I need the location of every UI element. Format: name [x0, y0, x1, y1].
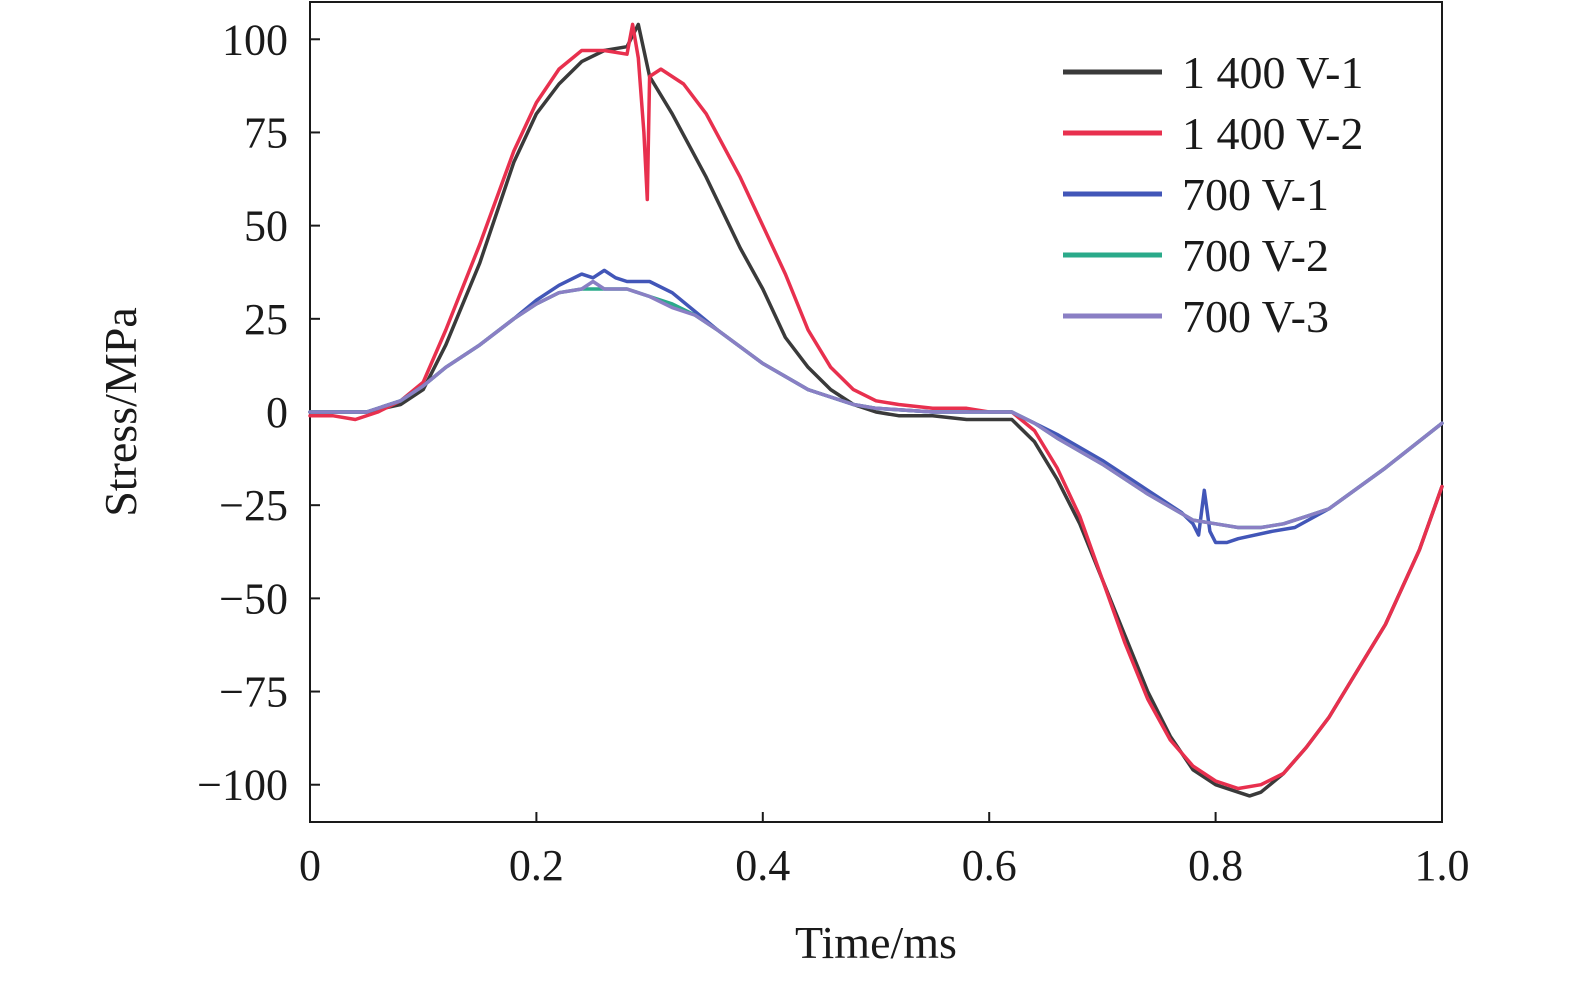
y-tick-label: −25 — [219, 481, 288, 530]
legend-label: 1 400 V-1 — [1182, 47, 1363, 98]
x-tick-label: 1.0 — [1415, 841, 1470, 890]
y-tick-label: 100 — [222, 15, 288, 64]
x-tick-label: 0.2 — [509, 841, 564, 890]
legend-label: 700 V-2 — [1182, 230, 1329, 281]
y-tick-label: 75 — [244, 108, 288, 157]
axis-ticks: 0 0.2 0.4 0.6 0.8 1.0 100 75 50 25 0 −25 −50 −75 −100 — [197, 15, 1469, 890]
legend-label: 700 V-1 — [1182, 169, 1329, 220]
legend-label: 1 400 V-2 — [1182, 108, 1363, 159]
series-layer — [308, 22, 1444, 798]
x-tick-label: 0.8 — [1188, 841, 1243, 890]
x-tick-label: 0.4 — [735, 841, 790, 890]
series-line — [308, 279, 1444, 530]
legend: 1 400 V-1 1 400 V-2 700 V-1 700 V-2 700 V-3 — [1063, 47, 1363, 342]
y-tick-label: −75 — [219, 668, 288, 717]
y-tick-label: 0 — [266, 388, 288, 437]
x-tick-label: 0 — [299, 841, 321, 890]
y-axis-title: Stress/MPa — [95, 307, 146, 517]
y-tick-label: 25 — [244, 295, 288, 344]
series-line — [308, 22, 1444, 798]
legend-label: 700 V-3 — [1182, 291, 1329, 342]
y-tick-label: 50 — [244, 202, 288, 251]
y-tick-label: −50 — [219, 574, 288, 623]
x-axis-title: Time/ms — [795, 917, 957, 968]
x-tick-label: 0.6 — [962, 841, 1017, 890]
y-tick-label: −100 — [197, 761, 288, 810]
series-line — [308, 22, 1444, 791]
